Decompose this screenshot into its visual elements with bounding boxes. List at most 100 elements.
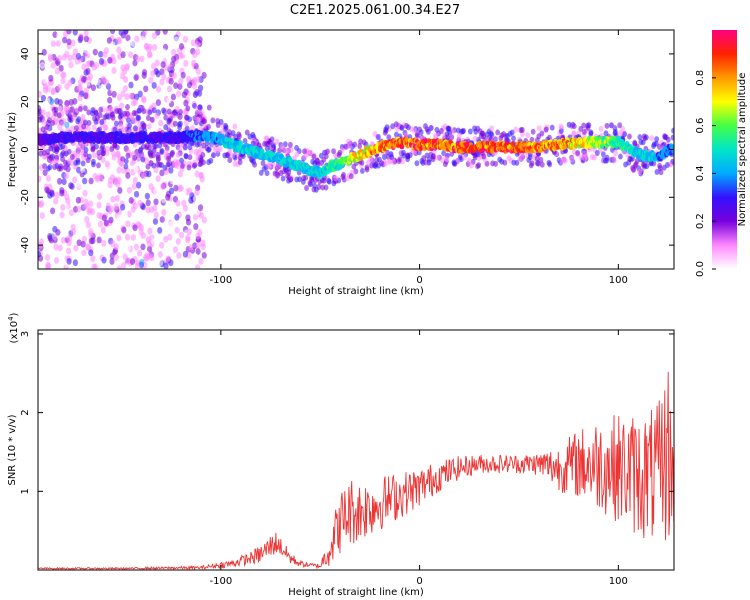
heatmap-cell <box>282 166 288 173</box>
heatmap-cell <box>120 51 126 59</box>
heatmap-cell <box>140 243 146 251</box>
heatmap-cell <box>237 158 243 165</box>
heatmap-cell <box>93 110 99 117</box>
snr-y-tick-label: 2 <box>20 409 31 415</box>
heatmap-cell <box>163 262 169 269</box>
heatmap-cell <box>121 262 127 269</box>
heatmap-cell <box>220 128 225 135</box>
heatmap-cell <box>195 76 201 83</box>
heatmap-cell <box>162 164 168 171</box>
colorbar-label: Normalized spectral amplitude <box>737 73 748 227</box>
heatmap-cell <box>58 64 64 72</box>
heatmap-cell <box>83 35 89 43</box>
heatmap-cell <box>47 234 53 242</box>
heatmap-cell <box>112 248 118 256</box>
heatmap-cell <box>183 60 189 67</box>
heatmap-cell <box>571 130 577 137</box>
heatmap-cell <box>82 189 88 197</box>
heatmap-cell <box>294 151 300 158</box>
heatmap-cell <box>343 143 349 150</box>
heatmap-cell <box>456 133 462 140</box>
heatmap-cell <box>197 104 203 111</box>
heatmap-cell <box>197 84 204 92</box>
heatmap-cell <box>186 228 192 236</box>
heatmap-cell <box>157 226 163 234</box>
heatmap-cell <box>169 220 175 228</box>
heatmap-cell <box>142 254 148 262</box>
heatmap-cell <box>60 143 66 150</box>
snr-y-tick-label: 3 <box>20 331 31 337</box>
heatmap-cell <box>47 191 53 199</box>
heatmap-cell <box>157 161 163 168</box>
heatmap-cell <box>48 74 54 82</box>
heatmap-cell <box>187 116 193 123</box>
heatmap-cell <box>45 261 51 269</box>
heatmap-cell <box>167 64 173 71</box>
heatmap-cell <box>178 231 185 239</box>
snr-x-tick-label: 0 <box>416 576 422 587</box>
heatmap-cell <box>145 163 151 170</box>
heatmap-cell <box>188 180 195 188</box>
heatmap-cell <box>91 263 97 269</box>
heatmap-cell <box>190 39 196 47</box>
heatmap-cell <box>85 47 91 55</box>
heatmap-cell <box>200 116 206 123</box>
heatmap-cell <box>168 187 175 195</box>
heatmap-cell <box>138 224 144 232</box>
heatmap-cell <box>60 120 65 127</box>
heatmap-cell <box>61 178 67 186</box>
heatmap-cell <box>124 93 130 101</box>
heatmap-cell <box>182 144 188 151</box>
heatmap-cell <box>75 151 81 158</box>
heatmap-cell <box>444 156 450 163</box>
heatmap-cell <box>275 162 281 169</box>
heatmap-cell <box>60 236 66 244</box>
snr-series-line <box>38 371 674 570</box>
heatmap-cell <box>206 123 211 130</box>
heatmap-cell <box>55 40 61 47</box>
heatmap-cell <box>130 206 136 213</box>
heatmap-cell <box>479 130 485 137</box>
heatmap-cell <box>132 154 138 161</box>
heatmap-cell <box>50 87 56 95</box>
heatmap-cell <box>159 241 165 249</box>
heatmap-cell <box>581 128 587 135</box>
heatmap-cell <box>127 39 133 47</box>
heatmap-cell <box>604 122 610 129</box>
heatmap-cell <box>127 122 132 129</box>
heatmap-cell <box>83 30 89 37</box>
heatmap-cell <box>232 123 238 130</box>
heatmap-cell <box>236 131 242 138</box>
heatmap-cell <box>161 209 167 216</box>
heatmap-cell <box>159 169 165 177</box>
heatmap-cell <box>127 51 134 59</box>
heatmap-cell <box>185 236 191 244</box>
heatmap-cell <box>56 31 62 39</box>
heatmap-cell <box>120 156 126 163</box>
heatmap-cell <box>70 39 76 47</box>
heatmap-cell <box>178 52 184 60</box>
heatmap-cell <box>250 131 256 138</box>
heatmap-cell <box>96 201 102 209</box>
heatmap-cell <box>61 71 67 79</box>
heatmap-cell <box>128 81 134 89</box>
heatmap-cell <box>44 124 50 131</box>
heatmap-cell <box>534 137 540 144</box>
heatmap-cell <box>117 113 123 120</box>
heatmap-cell <box>168 77 174 85</box>
heatmap-cell <box>165 161 171 168</box>
heatmap-cell <box>481 153 487 160</box>
heatmap-cell <box>52 225 58 233</box>
heatmap-cell <box>326 177 332 184</box>
heatmap-cell <box>101 256 107 264</box>
heatmap-cell <box>530 128 536 135</box>
heatmap-cell <box>182 35 189 43</box>
heatmap-cell <box>225 131 230 138</box>
heatmap-cell <box>161 107 166 114</box>
heatmap-cell <box>171 72 177 80</box>
heatmap-cell <box>153 198 159 206</box>
heatmap-cell <box>82 105 88 112</box>
heatmap-x-axis-label: Height of straight line (km) <box>288 286 424 297</box>
heatmap-cell <box>165 255 171 263</box>
heatmap-x-tick-label: -100 <box>209 275 232 286</box>
